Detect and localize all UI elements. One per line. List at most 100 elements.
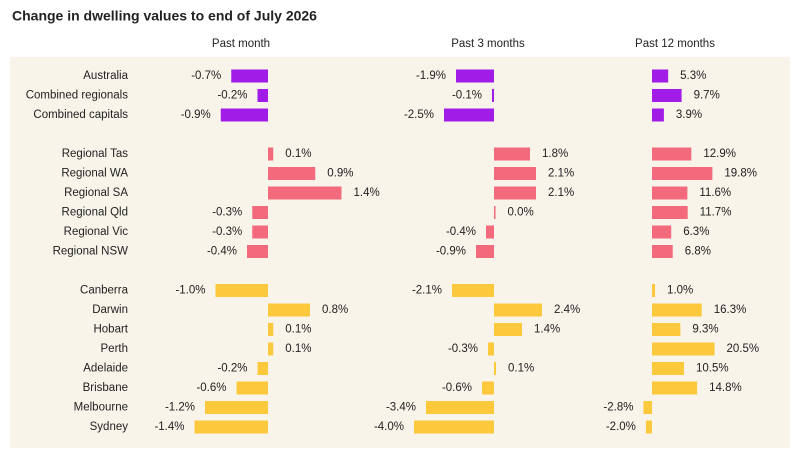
bar [268,323,274,336]
bar [652,186,688,200]
bar [268,303,310,317]
value-label: 0.1% [285,148,311,160]
value-label: 16.3% [714,304,747,316]
bar [486,225,494,239]
category-label: Darwin [92,304,128,316]
value-label: -0.4% [446,226,476,238]
value-label: -3.4% [386,402,416,414]
bar [494,303,542,317]
bar [652,167,713,180]
bar [652,381,698,395]
bar [652,342,715,356]
bar [652,108,664,122]
value-label: 9.7% [694,90,720,102]
bar [205,401,268,414]
value-label: 6.8% [685,246,711,258]
value-label: 12.9% [703,148,736,160]
value-label: 10.5% [696,363,729,375]
category-label: Brisbane [83,382,128,394]
bar [652,147,692,161]
bar [645,420,652,434]
value-label: -2.0% [606,421,636,433]
value-label: 2.4% [554,304,580,316]
bar [194,420,268,434]
bar [456,69,494,83]
value-label: -0.7% [191,70,221,82]
value-label: 0.0% [508,207,534,219]
bar [494,206,496,219]
category-label: Canberra [80,285,129,297]
bar [652,303,702,317]
category-label: Regional WA [61,168,128,180]
value-label: 1.4% [534,324,560,336]
category-label: Sydney [90,421,129,433]
panel-header: Past 3 months [451,38,525,50]
category-label: Perth [101,343,129,355]
value-label: 19.8% [724,168,757,180]
panel-header: Past month [212,38,270,50]
category-label: Regional Qld [62,207,128,219]
bar [652,284,656,297]
value-label: -1.2% [165,402,195,414]
value-label: -0.4% [207,246,237,258]
category-label: Regional SA [64,187,128,199]
category-label: Combined regionals [26,90,129,102]
bar [652,225,672,239]
value-label: -2.5% [404,109,434,121]
bar [257,362,268,375]
value-label: 20.5% [727,343,760,355]
bar [652,69,669,83]
value-label: -0.6% [442,382,472,394]
value-label: 14.8% [709,382,742,394]
category-label: Melbourne [74,402,128,414]
value-label: -0.2% [217,90,247,102]
bar [492,89,494,102]
bar [252,206,268,219]
value-label: 11.7% [700,207,732,219]
value-label: 2.1% [548,168,574,180]
value-label: 0.9% [327,168,353,180]
bar [652,89,682,102]
chart-title: Change in dwelling values to end of July… [12,8,317,24]
value-label: -0.3% [448,343,478,355]
bar [268,342,274,356]
value-label: 3.9% [676,109,702,121]
bar [652,206,688,219]
value-label: 1.8% [542,148,568,160]
category-label: Australia [83,70,128,82]
value-label: -0.1% [452,90,482,102]
value-label: -0.3% [212,207,242,219]
value-label: -4.0% [374,421,404,433]
value-label: 2.1% [548,187,574,199]
value-label: 0.1% [285,324,311,336]
value-label: 5.3% [680,70,706,82]
bar [494,323,522,336]
value-label: -1.9% [416,70,446,82]
category-label: Regional Tas [62,148,129,160]
bar [268,147,274,161]
value-label: -0.2% [217,363,247,375]
bar [220,108,268,122]
bar [494,167,536,180]
value-label: 0.1% [508,363,534,375]
bar [488,342,494,356]
value-label: 1.4% [354,187,380,199]
bar [268,167,316,180]
bar [476,245,494,258]
bar [652,323,681,336]
bar [414,420,494,434]
bar [426,401,494,414]
bar [444,108,494,122]
bar [268,186,342,200]
category-label: Regional Vic [64,226,129,238]
bar [215,284,268,297]
bar [494,186,536,200]
bar [257,89,268,102]
bar [494,362,496,375]
value-label: 0.8% [322,304,348,316]
bar [236,381,268,395]
category-label: Adelaide [83,363,128,375]
bar [643,401,652,414]
value-label: 9.3% [692,324,718,336]
